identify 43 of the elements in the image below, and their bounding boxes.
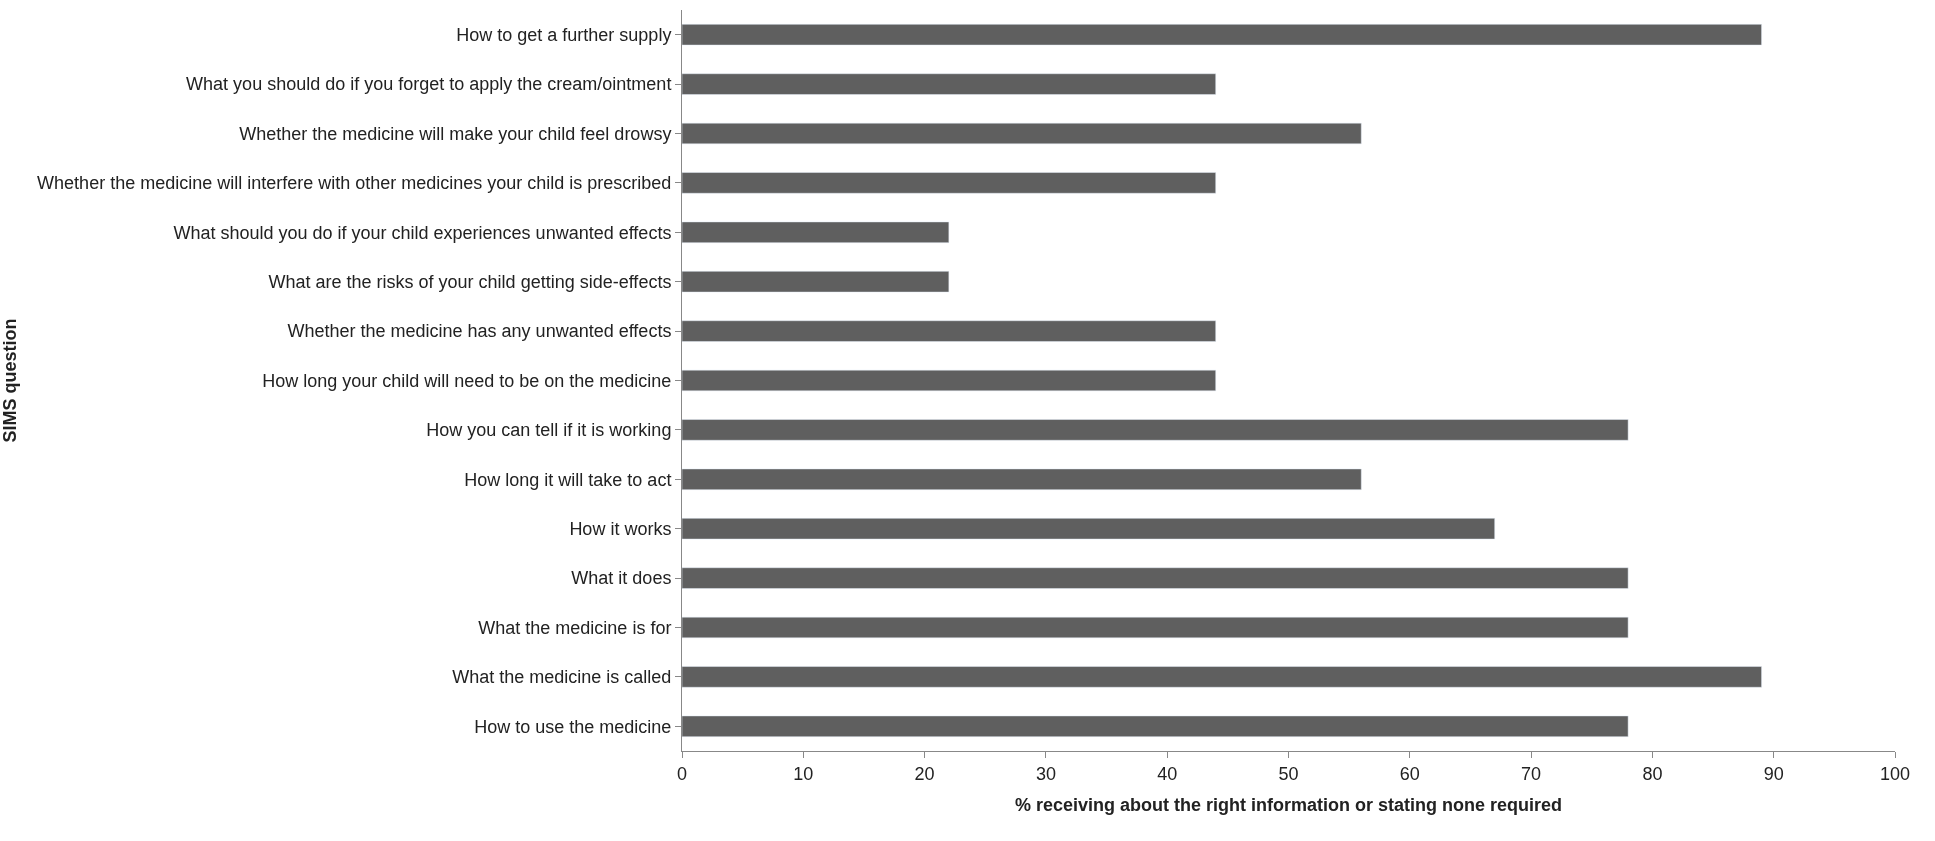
x-tick-label: 90 (1763, 763, 1784, 784)
y-tick-label: How to use the medicine (474, 716, 672, 737)
bar (682, 616, 1629, 639)
bar (682, 715, 1629, 737)
y-tick-label: What the medicine is called (452, 667, 672, 688)
bar (682, 122, 1362, 145)
bar (682, 567, 1629, 589)
x-tick-label: 20 (914, 763, 935, 784)
bar (682, 73, 1216, 95)
bar (682, 518, 1495, 540)
x-tick-label: 100 (1879, 763, 1911, 784)
bar (682, 468, 1362, 490)
x-tick-label: 40 (1157, 763, 1178, 784)
y-tick-label: How long your child will need to be on the medicine (262, 370, 672, 391)
y-tick-label: How long it will take to act (464, 469, 672, 490)
y-tick-label: How you can tell if it is working (426, 420, 672, 441)
bar (682, 419, 1629, 441)
x-tick-label: 80 (1642, 763, 1663, 784)
y-tick-label: How to get a further supply (456, 25, 672, 45)
x-tick-label: 50 (1278, 763, 1299, 784)
bar (682, 320, 1216, 342)
y-tick-label: Whether the medicine has any unwanted effects (287, 321, 672, 342)
bar (682, 172, 1216, 194)
y-tick-label: Whether the medicine will make your child feel drowsy (239, 123, 672, 144)
bar (682, 24, 1762, 46)
y-tick-label: What should you do if your child experiences unwanted effects (173, 222, 672, 243)
x-tick-label: 10 (793, 763, 814, 784)
y-tick-label: What the medicine is for (478, 617, 672, 638)
x-tick-label: 60 (1399, 763, 1420, 784)
x-tick-label: 30 (1035, 763, 1056, 784)
y-tick-label: How it works (569, 519, 672, 539)
y-axis-title: SIMS question (0, 318, 21, 443)
bar (682, 369, 1216, 392)
y-tick-label: What you should do if you forget to apply the cream/ointment (186, 74, 672, 95)
x-tick-label: 70 (1521, 763, 1542, 784)
y-tick-label: Whether the medicine will interfere with other medicines your child is prescribed (37, 173, 672, 194)
bar (682, 221, 950, 243)
x-axis-title: % receiving about the right information or stating none required (1014, 794, 1563, 815)
y-tick-label: What are the risks of your child getting side-effects (268, 272, 672, 292)
bar (682, 271, 950, 293)
bar (682, 666, 1762, 688)
x-tick-label: 0 (676, 763, 688, 784)
y-tick-label: What it does (571, 568, 672, 589)
